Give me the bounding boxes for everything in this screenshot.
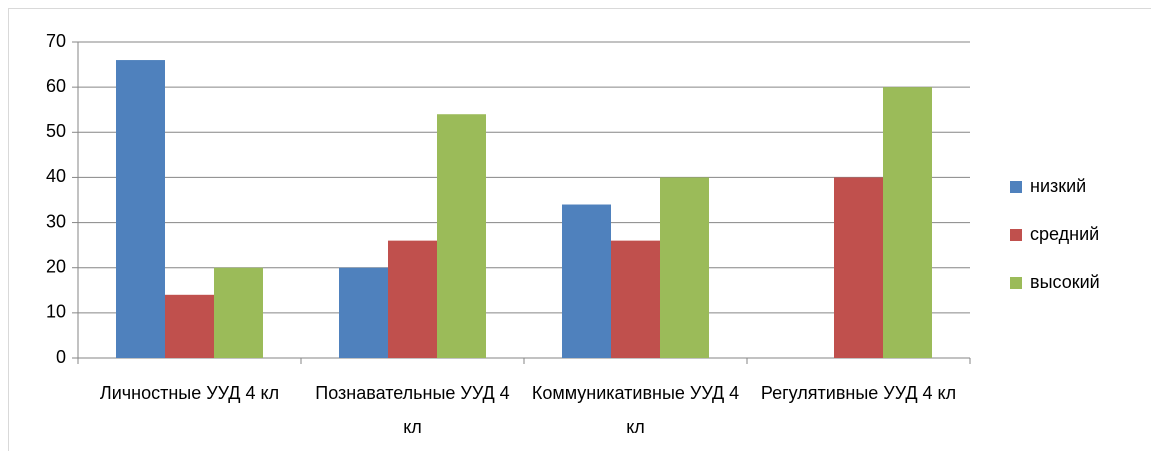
- chart-frame: [8, 8, 1151, 451]
- legend-swatch: [1010, 277, 1022, 289]
- bar: [660, 177, 709, 358]
- legend-label: высокий: [1030, 272, 1100, 292]
- x-tick-label-line: Личностные УУД 4 кл: [100, 383, 279, 403]
- y-tick-label: 0: [56, 347, 66, 367]
- y-tick-label: 20: [46, 256, 66, 276]
- legend-label: низкий: [1030, 176, 1086, 196]
- y-tick-label: 10: [46, 302, 66, 322]
- x-tick-label: Личностные УУД 4 кл: [100, 383, 279, 403]
- bar: [339, 267, 388, 358]
- x-tick-label-line: кл: [403, 417, 422, 437]
- bar: [611, 240, 660, 358]
- legend-label: средний: [1030, 224, 1099, 244]
- bar: [834, 177, 883, 358]
- x-tick-label-line: Познавательные УУД 4: [315, 383, 509, 403]
- bar: [437, 114, 486, 358]
- bar: [214, 267, 263, 358]
- bar: [165, 294, 214, 358]
- legend-swatch: [1010, 229, 1022, 241]
- x-tick-label: Регулятивные УУД 4 кл: [761, 383, 956, 403]
- y-tick-label: 50: [46, 121, 66, 141]
- bar: [883, 87, 932, 359]
- x-tick-label: Познавательные УУД 4 кл: [315, 383, 509, 437]
- x-tick-label-line: Регулятивные УУД 4 кл: [761, 383, 956, 403]
- y-tick-label: 30: [46, 211, 66, 231]
- y-tick-label: 40: [46, 166, 66, 186]
- legend-swatch: [1010, 181, 1022, 193]
- x-tick-label-line: Коммуникативные УУД 4: [532, 383, 739, 403]
- bar: [562, 204, 611, 358]
- bar: [116, 60, 165, 359]
- x-tick-label-line: кл: [626, 417, 645, 437]
- x-tick-label: Коммуникативные УУД 4 кл: [532, 383, 739, 437]
- bar: [388, 240, 437, 358]
- y-tick-label: 60: [46, 76, 66, 96]
- y-tick-label: 70: [46, 31, 66, 51]
